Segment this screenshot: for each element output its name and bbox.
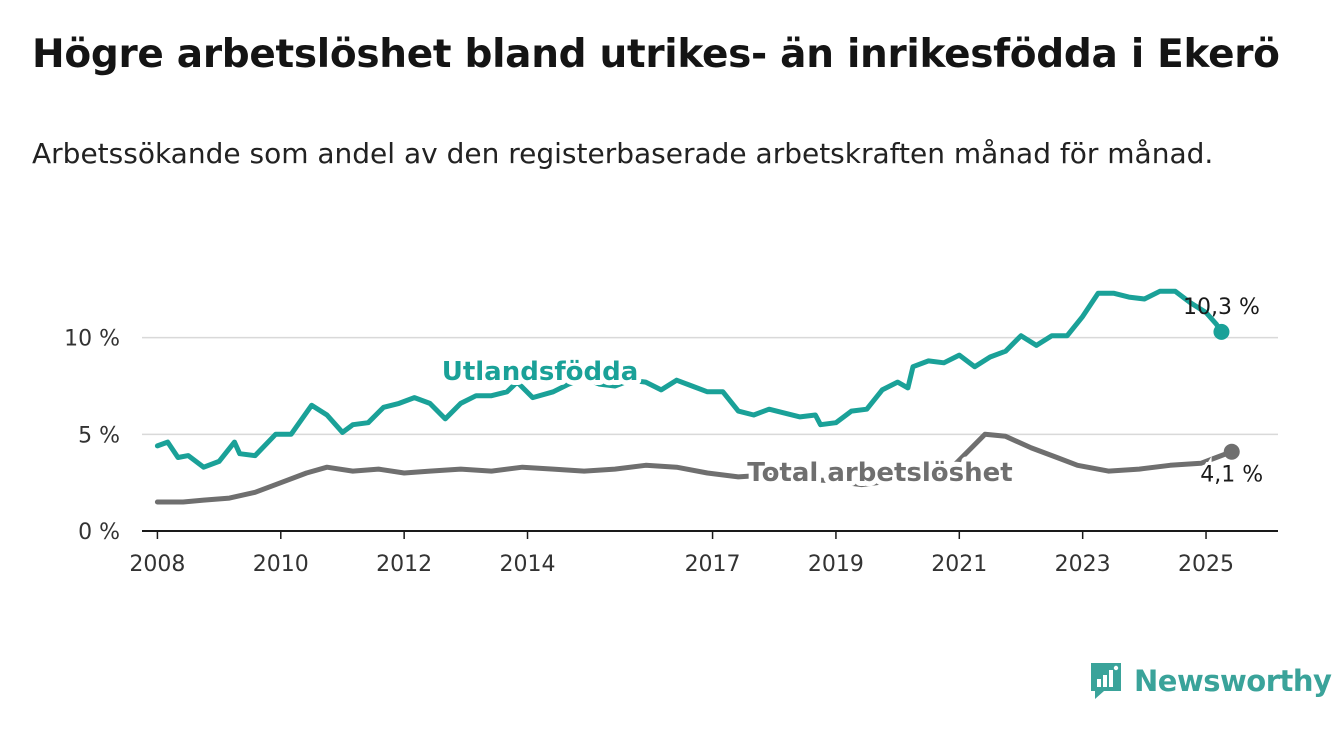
series-end-label-0: 10,3 % — [1183, 295, 1260, 320]
x-tick-label: 2025 — [1178, 552, 1234, 577]
x-tick-label: 2017 — [685, 552, 741, 577]
series-name-label-0: Utlandsfödda — [442, 357, 639, 387]
series-layer — [154, 288, 1240, 505]
axis-layer — [142, 530, 1278, 539]
series-line-0 — [154, 288, 1224, 470]
newsworthy-logo-icon — [1091, 663, 1121, 699]
x-tick-label: 2023 — [1055, 552, 1111, 577]
label-layer: 0 % 5 % 10 % 2008 2010 2012 2014 2017 2019 2021 20… — [64, 295, 1266, 577]
series-line-1 — [154, 431, 1235, 505]
x-tick-label: 2012 — [376, 552, 432, 577]
line-chart: 0 % 5 % 10 % 2008 2010 2012 2014 2017 2019 2021 20… — [64, 288, 1278, 577]
series-end-point-1 — [1223, 443, 1240, 460]
x-tick-label: 2014 — [500, 552, 556, 577]
series-end-label-1: 4,1 % — [1200, 463, 1263, 488]
brand-name: Newsworthy — [1134, 664, 1332, 698]
grid-layer — [142, 336, 1278, 436]
x-tick-label: 2010 — [253, 552, 309, 577]
chart-title: Högre arbetslöshet bland utrikes- än inr… — [32, 32, 1280, 77]
x-tick-label: 2019 — [808, 552, 864, 577]
y-tick-label: 5 % — [78, 423, 120, 448]
chart-subtitle: Arbetssökande som andel av den registerb… — [32, 137, 1214, 170]
y-tick-label: 0 % — [78, 520, 120, 545]
series-name-label-1: Total arbetslöshet — [747, 458, 1012, 488]
x-tick-label: 2021 — [931, 552, 987, 577]
newsworthy-logo: Newsworthy — [1088, 660, 1332, 702]
series-end-point-0 — [1213, 323, 1230, 340]
y-tick-label: 10 % — [64, 327, 120, 352]
x-tick-label: 2008 — [129, 552, 185, 577]
